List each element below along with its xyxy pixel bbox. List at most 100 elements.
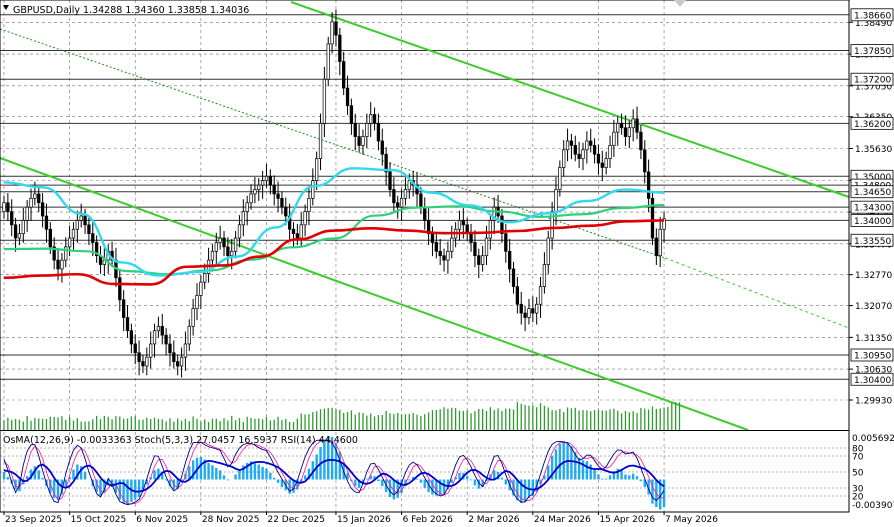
time-tick-label: 15 Jan 2026 — [337, 515, 391, 525]
candle-body — [426, 220, 431, 234]
channel-thin-dotted-extension[interactable] — [664, 257, 850, 329]
time-tick-label: 15 Apr 2026 — [599, 515, 655, 525]
candle-body — [608, 145, 612, 159]
candle-body — [654, 237, 658, 257]
chart-title: GBPUSD,Daily 1.34288 1.34360 1.33858 1.3… — [13, 5, 249, 16]
candle-body — [176, 361, 180, 367]
candle-body — [504, 233, 508, 252]
candle-body — [650, 198, 655, 239]
level-price-label: 1.36200 — [854, 120, 891, 130]
candle-body — [511, 268, 516, 287]
candle-body — [56, 259, 60, 270]
candle-body — [10, 211, 14, 226]
candle-body — [662, 218, 666, 230]
candle-body — [87, 224, 91, 234]
level-price-box — [850, 116, 894, 130]
rsi-line — [3, 458, 665, 493]
candle-body — [589, 140, 593, 146]
level-price-box — [850, 214, 894, 227]
candle-body — [357, 136, 361, 146]
candle-body — [477, 255, 481, 265]
candle-body — [457, 220, 462, 230]
candle-body — [318, 122, 323, 159]
candle-body — [187, 325, 191, 345]
candle-body — [203, 273, 207, 283]
shift-marker-icon[interactable] — [674, 0, 686, 7]
candle-body — [484, 237, 489, 257]
candle-body — [581, 149, 585, 159]
candle-body — [40, 202, 45, 217]
channel-thin-dotted-line[interactable] — [0, 28, 666, 259]
candle-body — [199, 281, 203, 296]
level-price-label: 1.34000 — [854, 217, 891, 227]
channel-upper-line[interactable] — [290, 1, 850, 198]
candle-body — [218, 237, 222, 243]
candle-body — [315, 158, 319, 182]
candle-body — [542, 264, 547, 287]
candle-body — [122, 299, 126, 318]
candle-body — [535, 303, 539, 314]
candle-body — [392, 189, 396, 204]
candle-body — [249, 193, 253, 204]
support-resistance-levels — [0, 14, 849, 380]
level-price-box — [850, 185, 894, 199]
price-tick-label: 1.32770 — [855, 271, 892, 281]
candle-body — [403, 189, 408, 199]
price-tick-label: 1.35630 — [855, 145, 892, 155]
candle-body — [299, 224, 303, 239]
level-price-label: 1.34300 — [854, 204, 891, 214]
candle-body — [330, 21, 334, 45]
chart-frame — [0, 0, 850, 513]
candle-body — [6, 202, 10, 212]
level-price-label: 1.30950 — [854, 351, 891, 361]
candle-body — [508, 250, 512, 270]
candle-body — [33, 193, 37, 199]
candle-body — [562, 149, 566, 168]
candle-body — [565, 140, 570, 151]
oscillator-level-label: 20 — [852, 493, 864, 503]
moving-average-cyan — [3, 167, 665, 277]
candle-body — [141, 361, 145, 367]
candle-body — [13, 224, 18, 239]
candle-body — [399, 198, 404, 208]
candle-body — [600, 162, 604, 168]
candle-body — [118, 277, 122, 301]
candle-body — [619, 122, 624, 129]
candle-body — [137, 352, 141, 362]
candle-body — [627, 127, 631, 137]
candle-body — [639, 131, 643, 151]
time-tick-label: 6 Feb 2026 — [403, 515, 454, 525]
candle-body — [260, 180, 265, 186]
candle-body — [616, 122, 620, 133]
candle-body — [233, 237, 238, 252]
price-axis-background — [850, 0, 894, 527]
candle-body — [442, 255, 446, 261]
price-axis: 1.384901.377701.370501.363501.356301.349… — [849, 0, 894, 527]
candle-body — [419, 193, 423, 208]
level-price-box — [850, 200, 894, 214]
candle-body — [210, 250, 215, 261]
candle-body — [473, 242, 477, 257]
candle-body — [623, 127, 628, 137]
candle-body — [461, 220, 465, 226]
price-tick-label: 1.30630 — [855, 366, 892, 376]
candle-body — [172, 352, 176, 362]
candle-body — [125, 317, 130, 332]
candle-body — [152, 330, 157, 345]
oscillator-level-label: 50 — [852, 469, 864, 479]
level-price-box — [850, 72, 894, 86]
candle-body — [164, 334, 168, 345]
channel-middle-line[interactable] — [0, 157, 343, 284]
level-price-box — [850, 348, 894, 362]
time-tick-label: 15 Oct 2025 — [71, 515, 127, 525]
candle-body — [179, 356, 184, 367]
candle-body — [492, 206, 496, 221]
level-price-box — [850, 233, 894, 247]
stoch-signal-line — [3, 439, 665, 505]
candle-body — [326, 43, 330, 80]
candle-body — [133, 343, 137, 354]
candle-body — [353, 122, 357, 137]
channel-lower-line[interactable] — [341, 282, 749, 431]
trend-channels[interactable] — [0, 1, 850, 431]
